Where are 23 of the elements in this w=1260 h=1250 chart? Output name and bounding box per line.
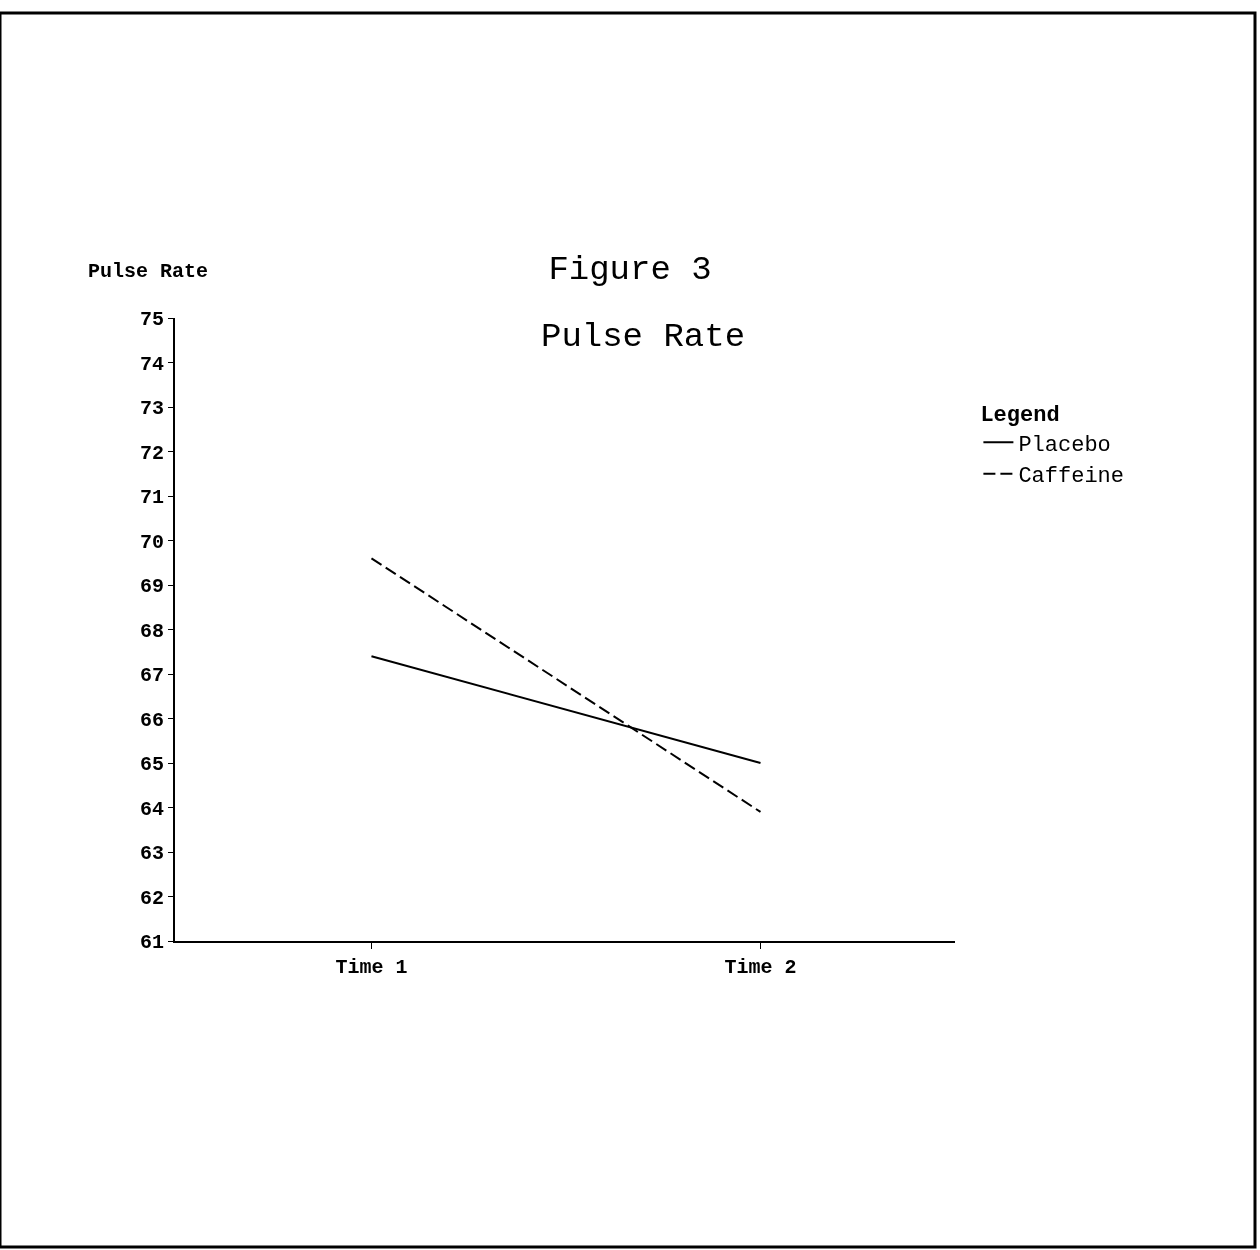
y-axis-title: Pulse Rate: [88, 260, 209, 283]
chart-subtitle: Pulse Rate: [541, 318, 746, 356]
x-tick-label: Time 2: [724, 956, 797, 979]
y-tick-label: 69: [139, 575, 164, 598]
y-tick-label: 74: [139, 352, 164, 376]
y-tick-label: 61: [139, 931, 164, 954]
legend-title: Legend: [980, 403, 1060, 429]
x-tick-label: Time 1: [335, 956, 408, 979]
y-tick-label: 64: [139, 797, 164, 821]
y-tick-label: 66: [139, 708, 164, 732]
y-tick-label: 70: [139, 530, 164, 554]
y-tick-label: 65: [139, 753, 164, 776]
y-tick-label: 71: [139, 486, 164, 509]
y-tick-label: 68: [139, 619, 164, 643]
y-tick-label: 67: [139, 664, 164, 687]
y-tick-label: 75: [139, 308, 164, 331]
y-tick-label: 62: [139, 886, 164, 910]
legend-label: Placebo: [1018, 432, 1111, 458]
y-tick-label: 73: [139, 397, 164, 420]
legend-label: Caffeine: [1018, 464, 1125, 490]
chart-title: Figure 3: [548, 251, 712, 290]
y-tick-label: 72: [139, 441, 164, 465]
y-tick-label: 63: [139, 842, 164, 865]
